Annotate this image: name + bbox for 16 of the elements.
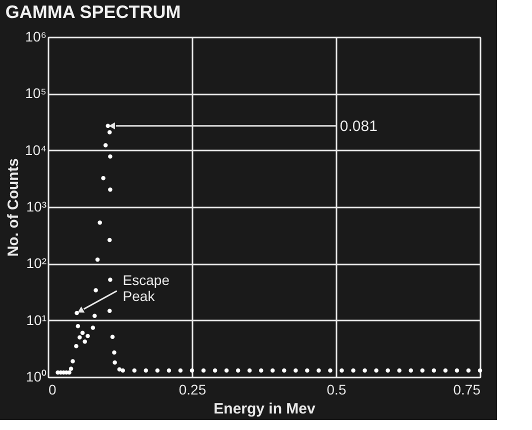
x-tick-label: 0.25 <box>178 382 206 398</box>
x-tick-label: 0.75 <box>453 382 481 398</box>
x-tick-label: 0.5 <box>326 382 346 398</box>
y-tick-label: 10⁰ <box>26 368 46 384</box>
chart-title: GAMMA SPECTRUM <box>5 2 181 22</box>
x-axis-title: Energy in Mev <box>214 400 316 418</box>
y-tick-label: 10⁴ <box>24 142 46 158</box>
y-axis-title: No. of Counts <box>4 158 22 257</box>
annotation: 0.081 <box>340 118 378 135</box>
y-tick-label: 10² <box>26 255 47 272</box>
y-tick-label: 10³ <box>26 198 47 214</box>
annotation: Escape Peak <box>122 272 170 304</box>
y-tick-label: 10⁵ <box>25 85 46 102</box>
x-tick-label: 0 <box>48 382 56 398</box>
y-tick-label: 10⁶ <box>25 28 46 44</box>
y-tick-label: 10¹ <box>26 312 47 328</box>
